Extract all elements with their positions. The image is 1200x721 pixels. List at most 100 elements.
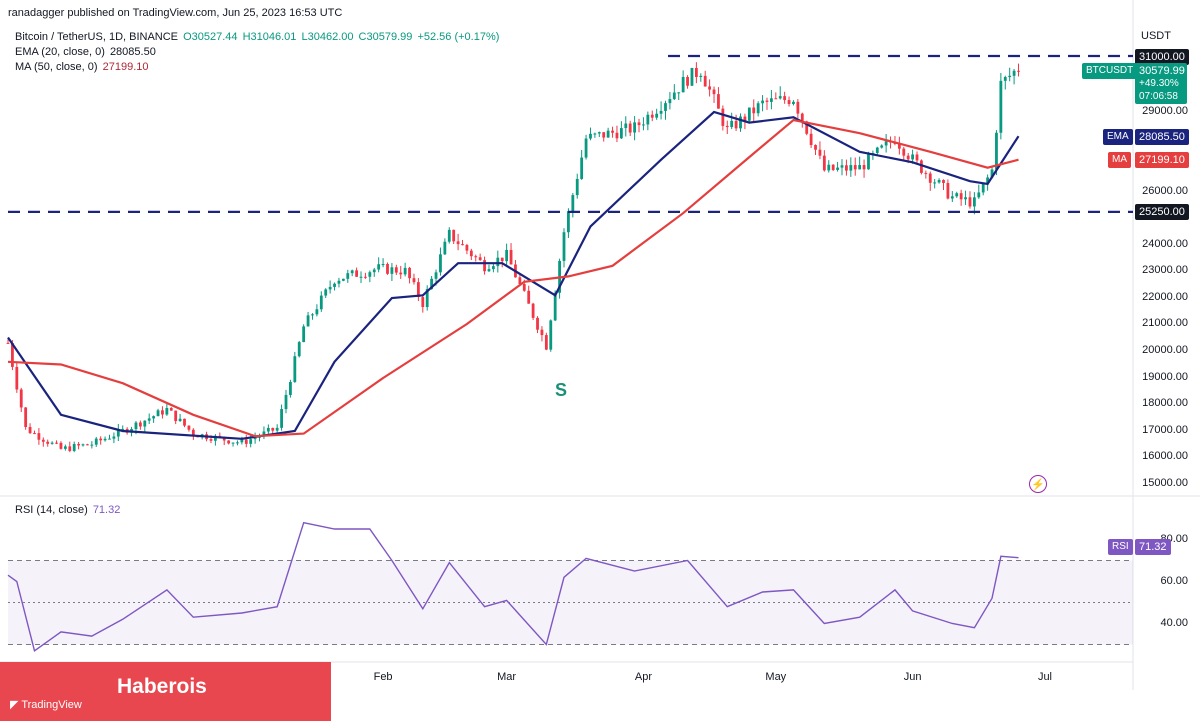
open-value: O30527.44 — [183, 31, 238, 43]
price-axis-tick: 18000.00 — [1142, 397, 1188, 409]
candle-body — [822, 155, 826, 171]
rsi-levels — [8, 560, 1133, 645]
candle-body — [24, 407, 28, 427]
candle-body — [646, 114, 650, 125]
rsi-legend[interactable]: RSI (14, close) 71.32 — [15, 503, 122, 517]
candle-body — [143, 420, 147, 427]
candle-body — [311, 314, 314, 316]
candle-body — [589, 133, 592, 139]
candle-body — [553, 292, 557, 321]
candle-body — [990, 169, 994, 178]
candle-body — [1012, 70, 1016, 76]
candle-body — [765, 100, 769, 102]
low-value: L30462.00 — [301, 31, 354, 43]
candle-body — [439, 254, 442, 273]
ma-tag-value: 27199.10 — [1135, 152, 1189, 168]
candle-body — [280, 409, 283, 428]
candle-body — [518, 277, 522, 284]
candle-body — [845, 165, 848, 171]
ma-legend-value: 27199.10 — [102, 61, 149, 73]
candle-body — [337, 280, 341, 284]
candle-body — [527, 290, 531, 304]
candle-body — [849, 165, 853, 171]
price-axis-tick: 29000.00 — [1142, 105, 1188, 117]
candle-body — [262, 431, 266, 437]
candle-body — [959, 193, 963, 200]
candle-body — [478, 257, 482, 261]
candle-body — [677, 92, 681, 94]
candle-body — [236, 442, 239, 444]
candle-body — [456, 241, 460, 245]
ema-line — [7, 110, 1020, 440]
candle-body — [946, 183, 950, 199]
candle-body — [920, 160, 923, 173]
candle-body — [209, 439, 213, 441]
candle-body — [491, 266, 495, 270]
candle-body — [562, 232, 566, 261]
candle-body — [324, 289, 328, 296]
candle-body — [650, 114, 654, 118]
candles — [6, 62, 1020, 453]
time-axis-label: Jul — [1037, 671, 1052, 683]
lightning-icon[interactable]: ⚡ — [1029, 475, 1047, 493]
candle-body — [818, 149, 822, 156]
candle-body — [836, 167, 839, 170]
rsi-axis-tick: 40.00 — [1160, 616, 1188, 629]
tradingview-logo-text: TradingView — [21, 699, 82, 711]
candle-body — [774, 98, 778, 100]
candle-body — [827, 164, 831, 171]
candle-body — [249, 439, 253, 444]
candle-body — [743, 116, 747, 121]
candle-body — [240, 439, 244, 443]
ma-legend[interactable]: MA (50, close, 0) 27199.10 — [15, 60, 151, 74]
candle-body — [950, 196, 954, 199]
rsi-tag: RSI — [1108, 539, 1133, 555]
candle-body — [112, 436, 116, 439]
candle-body — [747, 107, 751, 121]
candle-body — [465, 245, 469, 251]
ema-legend[interactable]: EMA (20, close, 0) 28085.50 — [15, 45, 158, 59]
candle-body — [50, 442, 54, 444]
candle-body — [15, 366, 19, 390]
candle-body — [341, 278, 345, 281]
candle-body — [633, 122, 637, 133]
candle-body — [94, 438, 98, 445]
candle-body — [161, 410, 164, 415]
candle-body — [72, 444, 76, 451]
candle-body — [787, 100, 791, 105]
candle-body — [381, 264, 385, 266]
candle-body — [659, 110, 663, 114]
candle-body — [664, 103, 667, 111]
candle-body — [496, 257, 500, 267]
rsi-axis-tick: 60.00 — [1160, 574, 1188, 587]
candle-body — [783, 96, 787, 101]
candle-body — [302, 326, 306, 343]
candle-body — [611, 130, 614, 133]
ma-legend-label: MA (50, close, 0) — [15, 61, 98, 73]
candle-body — [19, 389, 23, 408]
candle-body — [416, 282, 420, 298]
ma-line — [7, 118, 1019, 438]
candle-body — [814, 145, 817, 150]
candle-body — [46, 441, 50, 444]
countdown-tag: 07:06:58 — [1139, 91, 1178, 102]
candle-body — [606, 130, 610, 138]
candle-body — [686, 77, 689, 86]
candle-body — [368, 272, 372, 277]
ema-tag-value: 28085.50 — [1135, 129, 1189, 145]
currency-label: USDT — [1141, 30, 1171, 42]
candle-body — [121, 428, 125, 430]
time-axis-label: Jun — [903, 671, 922, 683]
candle-body — [708, 86, 712, 90]
candle-body — [584, 138, 588, 158]
candle-body — [999, 80, 1003, 133]
candle-body — [156, 410, 160, 417]
candle-body — [858, 165, 862, 170]
candle-body — [544, 335, 548, 350]
candle-body — [862, 165, 866, 170]
candle-body — [394, 267, 398, 273]
candle-body — [191, 429, 195, 436]
candle-body — [575, 178, 579, 196]
candle-body — [995, 132, 998, 170]
